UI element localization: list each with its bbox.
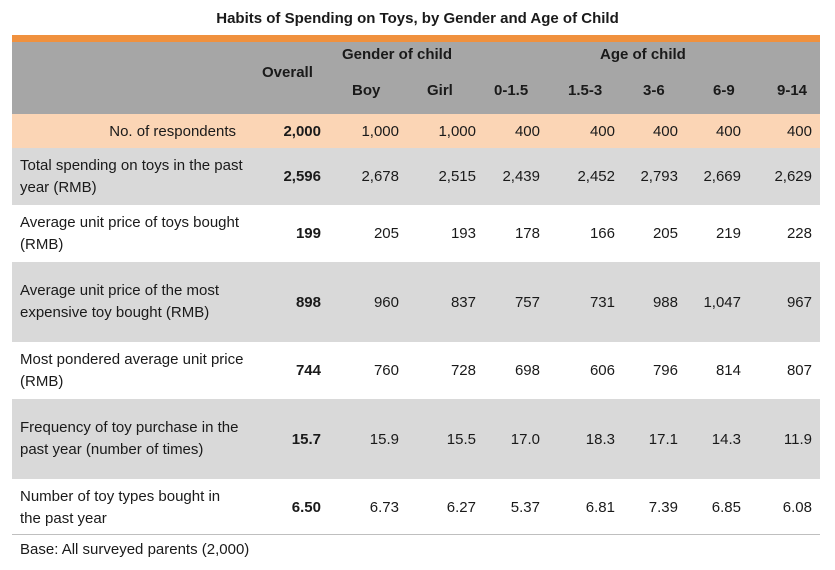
cell-overall: 2,000 [283,122,321,140]
table-row: Average unit price of the most expensive… [12,262,820,342]
cell-age: 796 [652,362,678,379]
cell-age: 400 [715,122,741,140]
cell-girl: 6.27 [446,499,476,516]
cell-age: 2,669 [703,168,741,185]
cell-age: 11.9 [783,430,812,448]
row-label: Most pondered average unit price (RMB) [20,350,244,390]
header-age-group: Age of child [600,46,686,63]
cell-age: 14.3 [711,430,741,448]
cell-age: 219 [715,225,741,242]
cell-age: 2,629 [774,168,812,185]
cell-age: 2,793 [640,168,678,185]
header-overall: Overall [262,64,313,81]
cell-boy: 760 [373,362,399,379]
header-girl: Girl [427,82,453,99]
cell-overall: 744 [295,362,321,379]
cell-age: 2,452 [577,168,615,185]
cell-boy: 2,678 [361,168,399,185]
cell-age: 205 [652,225,678,242]
cell-age: 988 [652,293,678,311]
cell-age: 698 [514,362,540,379]
footnote-divider [12,534,820,535]
cell-age: 6.08 [782,499,812,516]
table-row: Average unit price of toys bought (RMB) … [12,205,820,262]
row-label: Total spending on toys in the past year … [20,156,243,196]
table-row: Number of toy types bought in the past y… [12,479,820,536]
cell-age: 400 [786,122,812,140]
row-label: No. of respondents [109,122,236,140]
cell-overall: 2,596 [283,168,321,185]
cell-overall: 898 [295,293,321,311]
row-label: Average unit price of the most expensive… [20,282,219,321]
cell-age: 606 [589,362,615,379]
cell-age: 967 [786,293,812,311]
header-age-3-6: 3-6 [643,82,665,99]
table-row: No. of respondents 2,000 1,000 1,000 400… [12,114,820,148]
cell-age: 400 [514,122,540,140]
cell-age: 757 [514,293,540,311]
cell-age: 166 [589,225,615,242]
table-title: Habits of Spending on Toys, by Gender an… [216,10,619,27]
table-row: Total spending on toys in the past year … [12,148,820,205]
cell-age: 814 [715,362,741,379]
spending-table: Overall Gender of child Age of child Boy… [12,42,820,536]
cell-girl: 15.5 [446,430,476,448]
cell-age: 5.37 [510,499,540,516]
header-age-0-1.5: 0-1.5 [494,82,529,99]
cell-age: 2,439 [502,168,540,185]
cell-age: 228 [786,225,812,242]
cell-age: 17.1 [648,430,678,448]
cell-boy: 6.73 [369,499,399,516]
cell-overall: 199 [295,225,321,242]
cell-age: 6.85 [711,499,741,516]
cell-boy: 960 [373,293,399,311]
cell-age: 731 [589,293,615,311]
cell-girl: 728 [450,362,476,379]
cell-girl: 1,000 [438,122,476,140]
cell-girl: 193 [450,225,476,242]
table-row: Frequency of toy purchase in the past ye… [12,399,820,479]
cell-age: 400 [589,122,615,140]
accent-bar [12,35,820,42]
table-row: Most pondered average unit price (RMB) 7… [12,342,820,399]
cell-overall: 6.50 [291,499,321,516]
row-label: Frequency of toy purchase in the past ye… [20,419,239,458]
cell-boy: 205 [373,225,399,242]
cell-age: 178 [514,225,540,242]
row-label: Average unit price of toys bought (RMB) [20,213,240,253]
cell-age: 400 [652,122,678,140]
cell-boy: 1,000 [361,122,399,140]
cell-girl: 2,515 [438,168,476,185]
cell-age: 1,047 [703,293,741,311]
cell-girl: 837 [450,293,476,311]
table-header: Overall Gender of child Age of child Boy… [12,42,820,114]
cell-age: 807 [786,362,812,379]
header-boy: Boy [352,82,381,99]
cell-boy: 15.9 [369,430,399,448]
footnote: Base: All surveyed parents (2,000) [20,541,250,558]
cell-age: 7.39 [648,499,678,516]
header-age-9-14: 9-14 [777,82,808,99]
header-age-6-9: 6-9 [713,82,735,99]
header-gender-group: Gender of child [342,46,453,63]
row-label: Number of toy types bought in the past y… [20,487,221,527]
cell-age: 18.3 [585,430,615,448]
cell-overall: 15.7 [291,430,321,448]
cell-age: 17.0 [510,430,540,448]
header-age-1.5-3: 1.5-3 [568,82,603,99]
cell-age: 6.81 [585,499,615,516]
